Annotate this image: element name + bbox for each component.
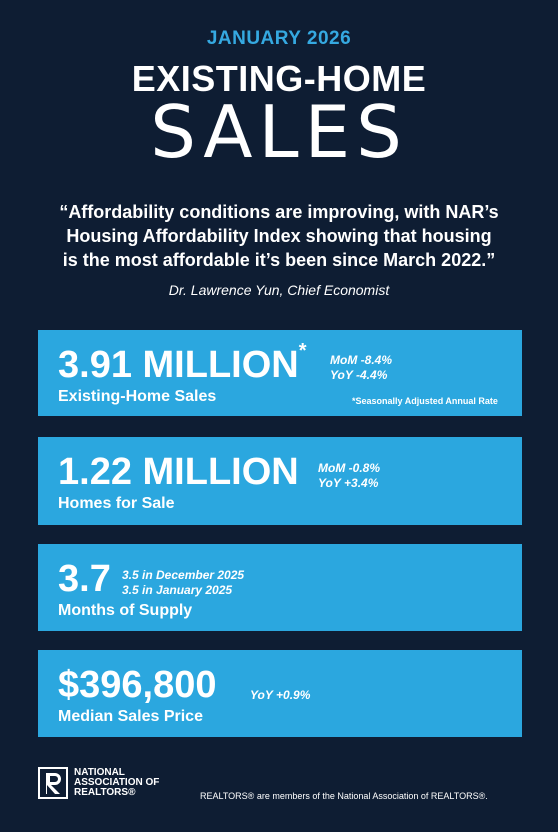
stat-value: $396,800 (58, 664, 217, 706)
stat-card: 1.22 MILLION Homes for Sale MoM -0.8% Yo… (38, 437, 522, 525)
stat-note: YoY +0.9% (250, 688, 311, 702)
logo-letter (46, 773, 61, 794)
logo-frame (38, 767, 68, 799)
stat-note: 3.5 in January 2025 (122, 583, 233, 597)
stat-note: YoY +3.4% (318, 476, 379, 490)
stat-note: 3.5 in December 2025 (122, 568, 245, 582)
stat-note: MoM -8.4% (330, 353, 393, 367)
footnote-marker: * (298, 340, 307, 362)
stat-label: Median Sales Price (58, 708, 203, 725)
stat-note: YoY -4.4% (330, 368, 388, 382)
quote-line: is the most affordable it’s been since M… (62, 250, 496, 270)
quote-author: Dr. Lawrence Yun, Chief Economist (168, 282, 390, 298)
quote-line: Housing Affordability Index showing that… (66, 226, 492, 246)
report-date: JANUARY 2026 (206, 28, 352, 49)
logo-line: ASSOCIATION OF (74, 777, 160, 788)
stat-value: 3.91 MILLION* (58, 340, 307, 387)
stat-value-text: 3.91 MILLION (58, 344, 299, 386)
stat-label: Homes for Sale (58, 495, 175, 512)
title-line: SALES (150, 90, 408, 174)
logo-line: REALTORS® (74, 787, 136, 798)
quote-line: “Affordability conditions are improving,… (59, 202, 499, 222)
stat-card: 3.7 Months of Supply 3.5 in December 202… (38, 544, 522, 631)
disclaimer: REALTORS® are members of the National As… (200, 791, 488, 801)
stat-value: 1.22 MILLION (58, 451, 299, 493)
logo-text: NATIONAL ASSOCIATION OF REALTORS® (74, 768, 159, 798)
title-line: EXISTING-HOME (131, 58, 427, 99)
logo-line: NATIONAL (74, 767, 125, 778)
stat-value: 3.7 (58, 558, 111, 600)
footnote: *Seasonally Adjusted Annual Rate (352, 396, 498, 406)
logo-mark (38, 767, 68, 799)
stat-card: 3.91 MILLION* Existing-Home Sales MoM -8… (38, 330, 522, 416)
stat-note: MoM -0.8% (318, 461, 381, 475)
stat-label: Months of Supply (58, 602, 193, 619)
stat-label: Existing-Home Sales (58, 388, 217, 405)
stat-card: $396,800 Median Sales Price YoY +0.9% (38, 650, 522, 737)
